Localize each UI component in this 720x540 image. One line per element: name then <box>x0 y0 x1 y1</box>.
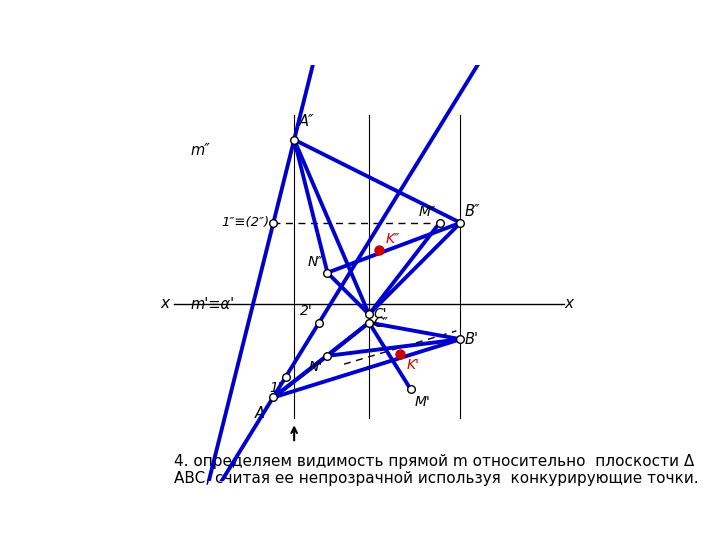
Text: A″: A″ <box>298 114 314 129</box>
Text: N': N' <box>309 360 323 374</box>
Text: C': C' <box>373 307 387 321</box>
Text: K″: K″ <box>386 232 400 246</box>
Text: 1″≡(2″): 1″≡(2″) <box>221 217 269 230</box>
Text: K': K' <box>406 358 420 372</box>
Text: N″: N″ <box>307 254 323 268</box>
Text: x: x <box>564 296 573 312</box>
Text: B″: B″ <box>464 204 480 219</box>
Text: 4. определяем видимость прямой m относительно  плоскости Δ
ABC, считая ее непроз: 4. определяем видимость прямой m относит… <box>174 454 698 486</box>
Text: m'≡α': m'≡α' <box>190 297 234 312</box>
Text: C″: C″ <box>373 316 388 330</box>
Text: B': B' <box>464 332 479 347</box>
Text: 2': 2' <box>300 305 313 319</box>
Text: M″: M″ <box>418 205 436 219</box>
Text: x: x <box>161 296 170 312</box>
Text: A': A' <box>255 406 269 421</box>
Text: m″: m″ <box>190 143 210 158</box>
Text: 1': 1' <box>269 381 282 395</box>
Text: M': M' <box>415 395 431 409</box>
